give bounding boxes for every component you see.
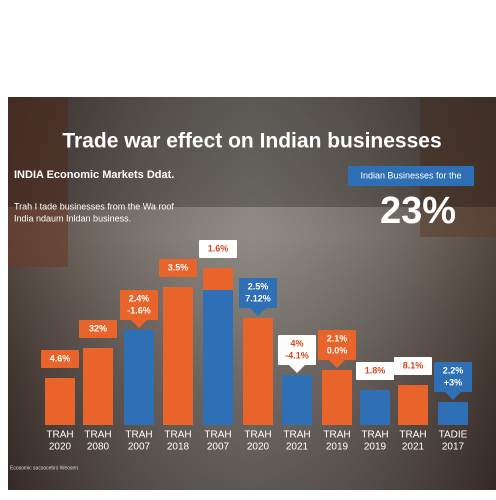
category-label: 2020 bbox=[49, 442, 72, 453]
category-label: TRAH bbox=[399, 430, 426, 441]
category-label: TRAH bbox=[125, 430, 152, 441]
value-label: 32% bbox=[89, 323, 107, 333]
category-label: 2018 bbox=[167, 442, 190, 453]
bar bbox=[124, 330, 154, 425]
label-arrow bbox=[250, 308, 266, 316]
category-label: 2007 bbox=[207, 442, 230, 453]
label-box bbox=[434, 362, 472, 392]
callout-box bbox=[348, 166, 474, 186]
label-box bbox=[199, 240, 237, 258]
category-label: 2021 bbox=[402, 442, 425, 453]
label-box bbox=[79, 320, 117, 338]
label-box bbox=[41, 350, 79, 368]
value-label: 1.6% bbox=[208, 243, 229, 253]
label-box bbox=[278, 335, 316, 365]
description-line: India ndaum Inldan business. bbox=[14, 213, 131, 223]
category-label: 2019 bbox=[364, 442, 387, 453]
category-label: 2080 bbox=[87, 442, 110, 453]
value-label: 7.12% bbox=[245, 293, 271, 303]
shop-left bbox=[8, 97, 68, 267]
value-label: 2.4% bbox=[129, 293, 150, 303]
bar bbox=[282, 375, 312, 425]
label-box bbox=[356, 362, 394, 380]
label-arrow bbox=[131, 320, 147, 328]
subtitle: INDIA Economic Markets Ddat. bbox=[14, 169, 174, 181]
callout-value: 23% bbox=[380, 190, 456, 232]
callout-label: Indian Businesses for the bbox=[360, 170, 461, 180]
value-label: 8.1% bbox=[403, 360, 424, 370]
category-label: 2007 bbox=[128, 442, 151, 453]
label-arrow bbox=[329, 360, 345, 368]
category-label: TRAH bbox=[164, 430, 191, 441]
label-arrow bbox=[289, 365, 305, 373]
category-label: 2019 bbox=[326, 442, 349, 453]
value-label: +3% bbox=[444, 377, 462, 387]
category-label: 2020 bbox=[247, 442, 270, 453]
label-box bbox=[394, 357, 432, 375]
value-label: -4.1% bbox=[285, 350, 309, 360]
bar bbox=[83, 348, 113, 425]
value-label: 3.5% bbox=[168, 262, 189, 272]
bar bbox=[322, 370, 352, 425]
value-label: 4% bbox=[290, 338, 303, 348]
value-label: -1.6% bbox=[127, 305, 151, 315]
category-label: TRAH bbox=[283, 430, 310, 441]
value-label: 1.8% bbox=[365, 365, 386, 375]
bar bbox=[438, 402, 468, 425]
label-box bbox=[159, 259, 197, 277]
value-label: 2.1% bbox=[327, 333, 348, 343]
category-label: TRAH bbox=[46, 430, 73, 441]
value-label: 2.5% bbox=[248, 281, 269, 291]
bar bbox=[360, 390, 390, 425]
category-label: TRAH bbox=[244, 430, 271, 441]
bar bbox=[163, 287, 193, 425]
label-box bbox=[239, 278, 277, 308]
category-label: TRAH bbox=[204, 430, 231, 441]
category-label: TRAH bbox=[361, 430, 388, 441]
bar bbox=[243, 318, 273, 425]
bar bbox=[203, 268, 233, 425]
category-label: 2017 bbox=[442, 442, 465, 453]
label-box bbox=[120, 290, 158, 320]
category-label: TRAH bbox=[323, 430, 350, 441]
label-arrow bbox=[445, 392, 461, 400]
bar-cap bbox=[203, 268, 233, 290]
label-box bbox=[318, 330, 356, 360]
title-shade bbox=[8, 97, 496, 207]
value-label: 0.0% bbox=[327, 345, 348, 355]
category-label: 2021 bbox=[286, 442, 309, 453]
bar bbox=[398, 385, 428, 425]
category-label: TRAH bbox=[84, 430, 111, 441]
value-label: 2.2% bbox=[443, 365, 464, 375]
category-label: TADIE bbox=[439, 430, 468, 441]
title: Trade war effect on Indian businesses bbox=[62, 130, 441, 153]
footnote: Ecosomic sacsocebrs Weosen bbox=[10, 465, 78, 471]
value-label: 4.6% bbox=[50, 353, 71, 363]
description-line: Trah I tade businesses from the Wa roof bbox=[14, 201, 174, 211]
bar bbox=[45, 378, 75, 425]
